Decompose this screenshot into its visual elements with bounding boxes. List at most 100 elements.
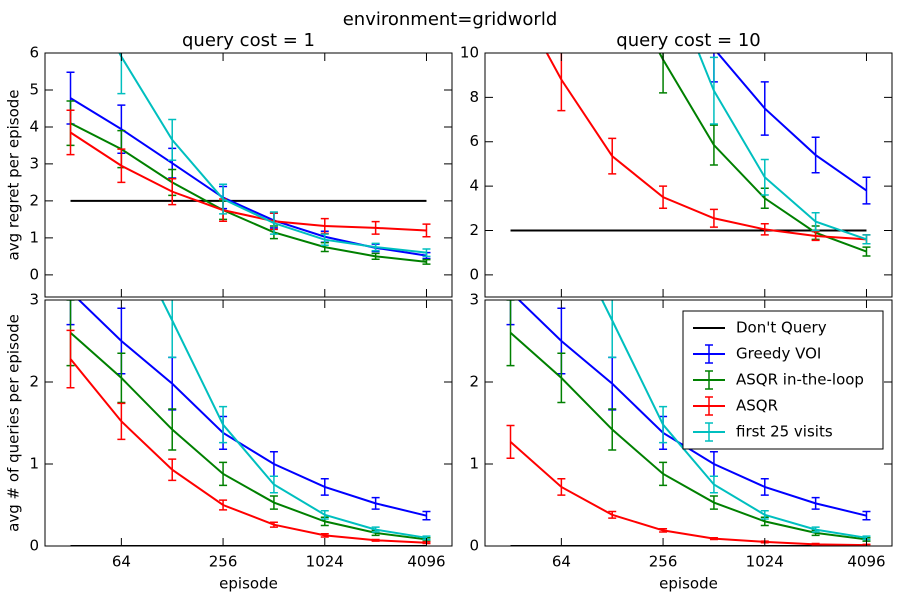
x-tick-label: 256: [209, 553, 238, 571]
y-tick-label: 0: [29, 265, 39, 283]
legend-errorbar: [705, 396, 713, 416]
error-bar: [422, 258, 431, 265]
y-tick-label: 1: [29, 228, 39, 246]
error-bar: [371, 220, 380, 235]
series-line: [545, 53, 867, 241]
error-bar: [608, 137, 617, 175]
error-bar: [811, 136, 820, 174]
y-tick-label: 1: [29, 455, 39, 473]
error-bar: [608, 300, 617, 359]
series-line: [658, 53, 867, 253]
series-line: [69, 358, 427, 544]
error-bar: [760, 223, 769, 236]
error-bar: [320, 233, 329, 246]
error-bar: [117, 148, 126, 184]
error-bar: [760, 158, 769, 196]
error-bar: [168, 458, 177, 482]
plot-area: [510, 53, 871, 257]
error-bar: [811, 542, 820, 546]
series-line: [69, 332, 427, 541]
y-tick-label: 5: [29, 80, 39, 98]
error-bar: [168, 177, 177, 206]
error-bar: [709, 495, 718, 510]
legend-label: Don't Query: [736, 319, 827, 337]
error-bar: [557, 352, 566, 404]
subplot-title: query cost = 1: [182, 30, 315, 51]
error-bar: [422, 223, 431, 238]
error-bar: [760, 509, 769, 520]
y-tick-label: 2: [29, 191, 39, 209]
y-tick-label: 0: [29, 537, 39, 555]
legend-label: ASQR: [736, 397, 778, 415]
y-tick-label: 6: [469, 132, 479, 150]
series-line: [600, 300, 867, 539]
error-bar: [168, 118, 177, 161]
error-bar: [557, 478, 566, 496]
y-tick-label: 0: [469, 537, 479, 555]
error-bar: [709, 475, 718, 494]
subplot-title: query cost = 10: [616, 30, 760, 51]
y-tick-label: 4: [469, 177, 479, 195]
error-bar: [371, 526, 380, 533]
y-tick-label: 1: [469, 455, 479, 473]
x-tick-label: 64: [552, 553, 571, 571]
plot-area: [66, 300, 431, 546]
error-bar: [659, 185, 668, 210]
error-bar: [422, 510, 431, 521]
series-line: [69, 131, 427, 232]
error-bar: [862, 234, 871, 245]
x-axis-label: episode: [219, 575, 278, 593]
x-tick-label: 4096: [847, 553, 885, 571]
error-bar: [862, 510, 871, 521]
error-bar: [709, 124, 718, 166]
error-bar: [760, 81, 769, 136]
x-tick-label: 256: [649, 553, 678, 571]
plot-area: [66, 53, 431, 265]
series-line: [509, 332, 867, 541]
error-bar: [709, 208, 718, 228]
y-tick-label: 2: [469, 373, 479, 391]
error-bar: [659, 405, 668, 444]
series-line: [160, 300, 427, 539]
error-bar: [506, 300, 515, 367]
legend-label: Greedy VOI: [736, 345, 821, 363]
series-line: [118, 53, 427, 254]
y-tick-label: 2: [29, 373, 39, 391]
error-bar: [219, 183, 228, 215]
error-bar: [269, 211, 278, 235]
error-bar: [320, 478, 329, 496]
error-bar: [709, 56, 718, 125]
x-tick-label: 64: [112, 553, 131, 571]
error-bar: [66, 329, 75, 389]
error-bar: [117, 352, 126, 404]
error-bar: [219, 461, 228, 487]
legend-errorbar: [705, 344, 713, 364]
error-bar: [269, 521, 278, 528]
legend-label: ASQR in-the-loop: [736, 371, 864, 389]
plot-area: [506, 300, 871, 546]
x-tick-label: 1024: [306, 553, 344, 571]
error-bar: [862, 176, 871, 205]
error-bar: [320, 532, 329, 538]
error-bar: [709, 537, 718, 541]
error-bar: [659, 528, 668, 533]
axes-frame: [484, 52, 893, 298]
error-bar: [66, 109, 75, 156]
error-bar: [371, 252, 380, 261]
error-bar: [811, 526, 820, 533]
y-tick-label: 3: [29, 291, 39, 309]
series-line: [70, 122, 427, 263]
axes-frame: [484, 299, 893, 547]
y-tick-label: 8: [469, 88, 479, 106]
y-tick-label: 3: [469, 291, 479, 309]
y-axis-label: avg # of queries per episode: [5, 314, 23, 532]
legend-errorbar: [705, 422, 713, 442]
x-tick-label: 4096: [407, 553, 445, 571]
y-tick-label: 0: [469, 265, 479, 283]
y-tick-label: 4: [29, 117, 39, 135]
y-tick-label: 10: [460, 44, 479, 62]
x-axis-label: episode: [659, 575, 718, 593]
error-bar: [608, 408, 617, 451]
error-bar: [269, 495, 278, 510]
